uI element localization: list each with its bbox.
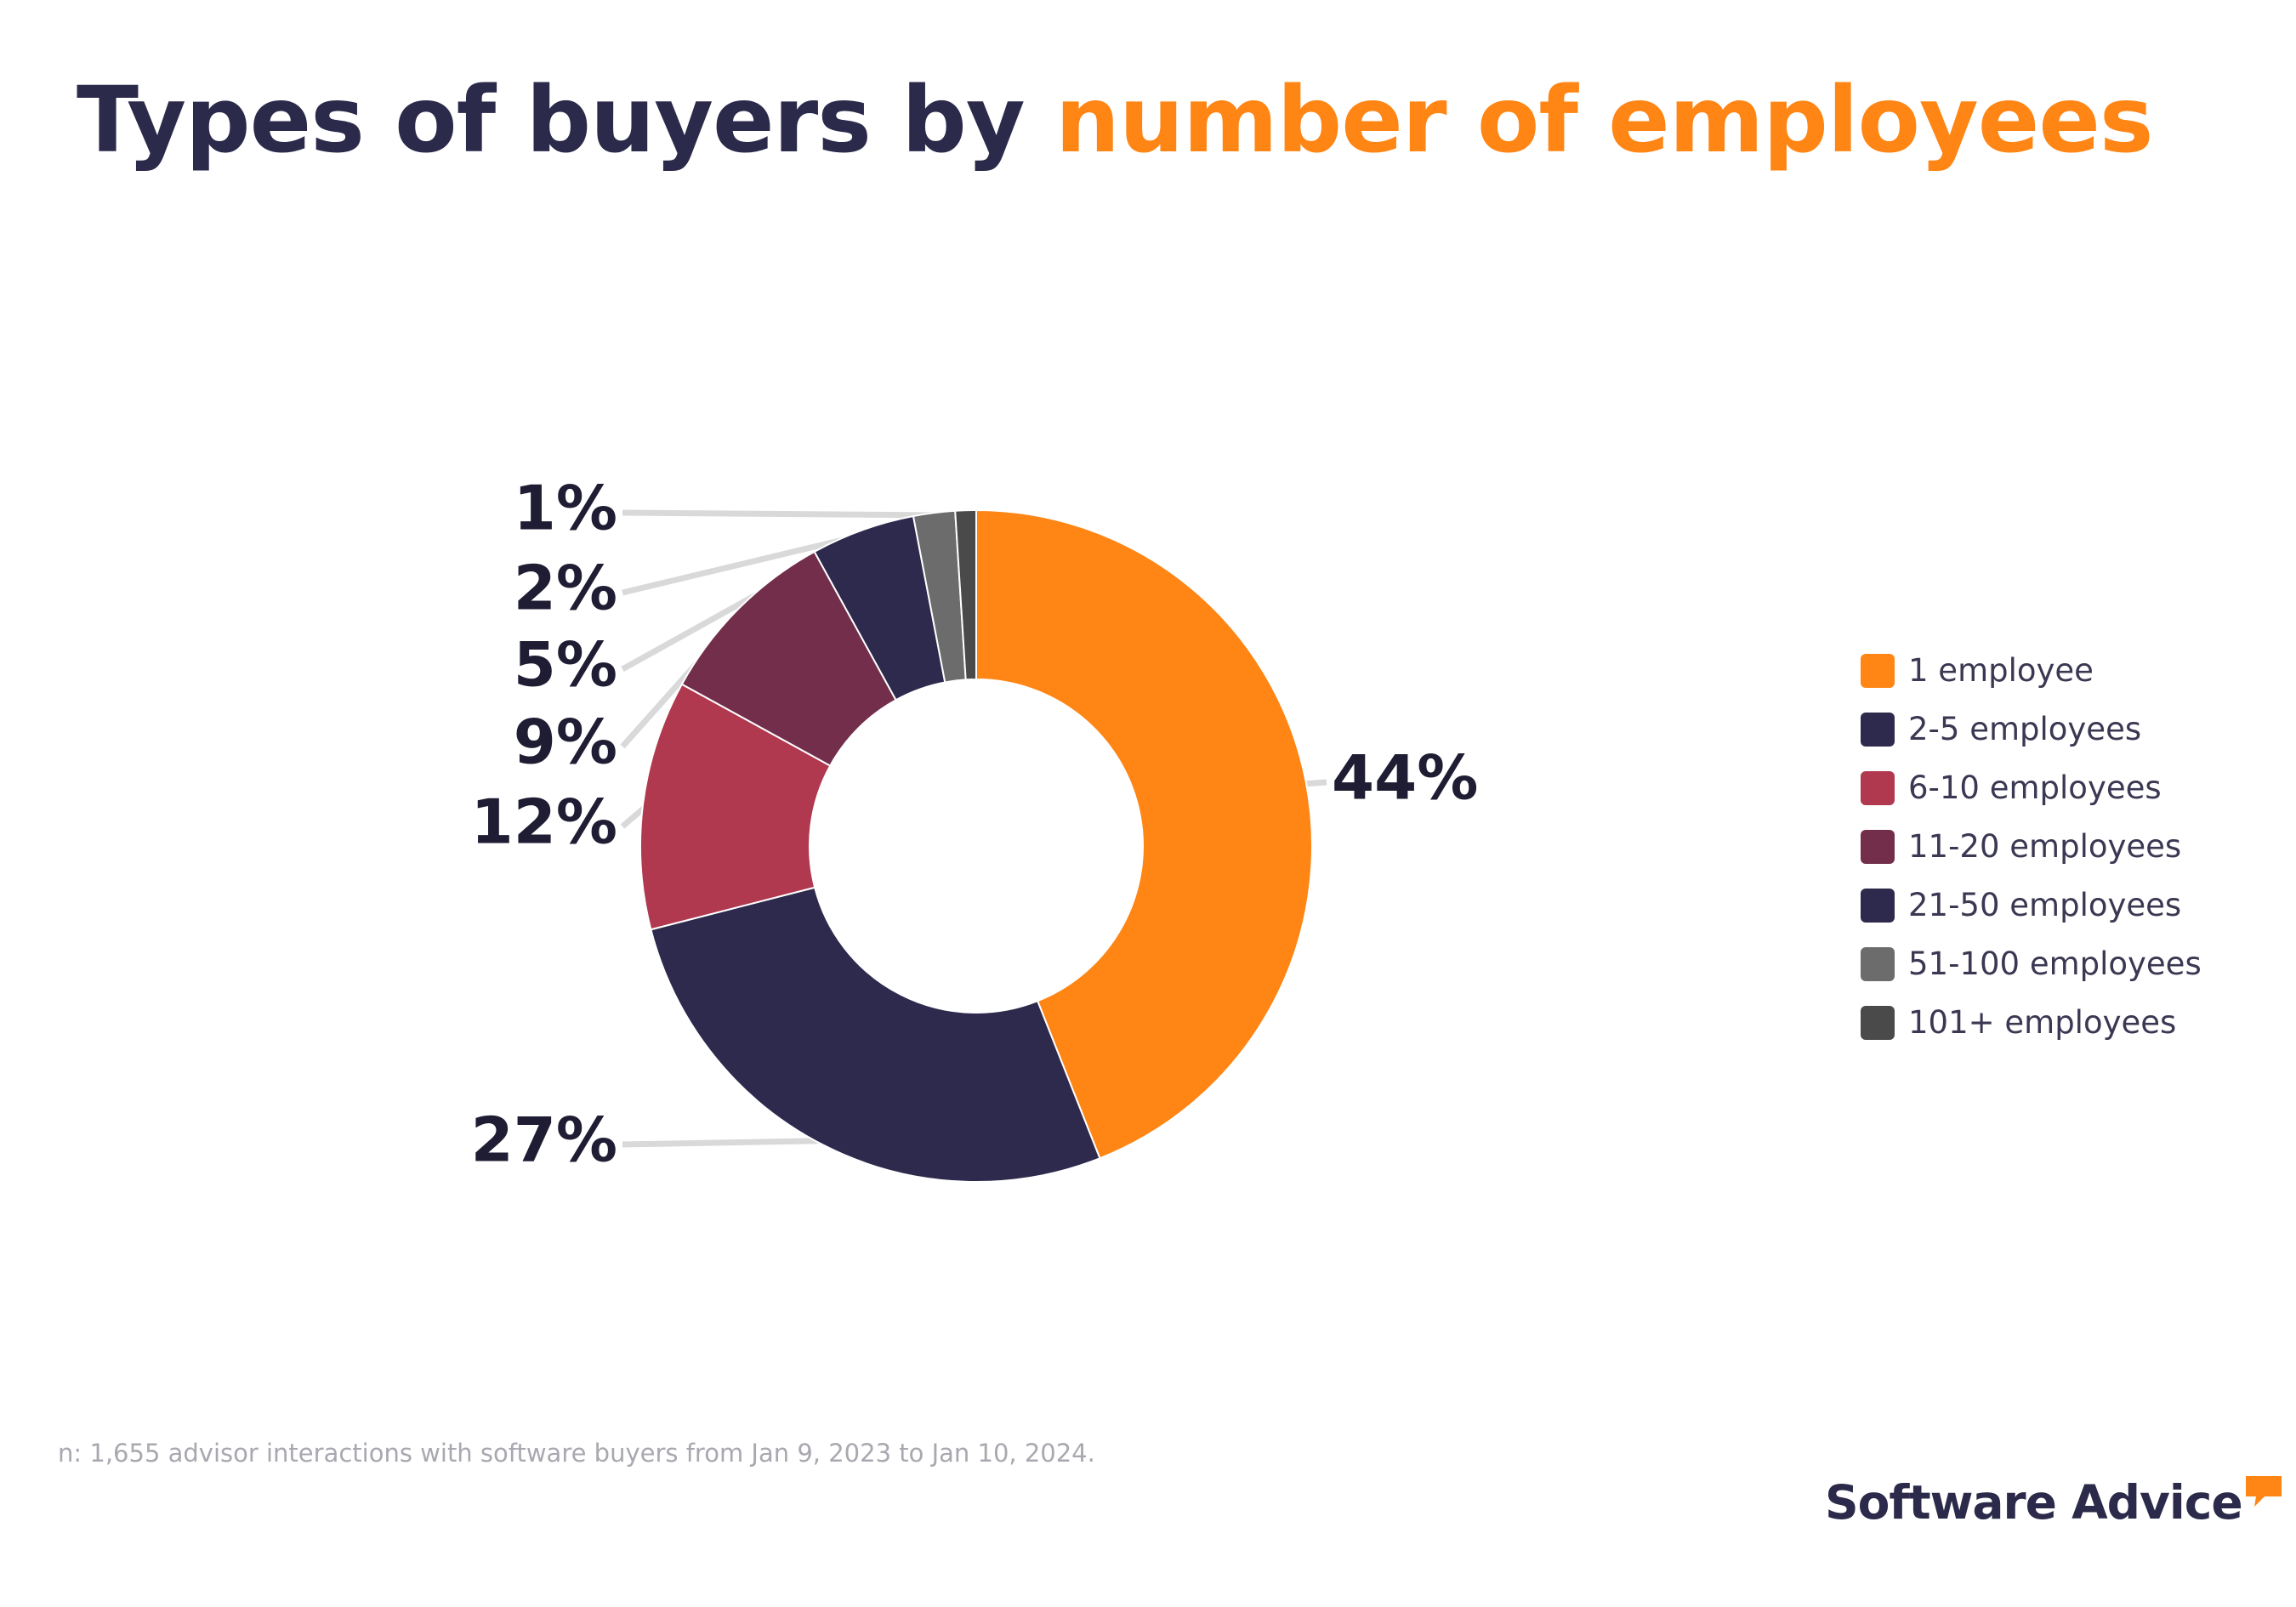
legend-label: 6-10 employees <box>1908 769 2162 806</box>
legend-label: 51-100 employees <box>1908 945 2202 982</box>
data-label: 2% <box>514 553 617 624</box>
legend-swatch-2-5-employees <box>1861 712 1895 747</box>
title-part-dark: Types of buyers by <box>77 68 1055 173</box>
legend-label: 1 employee <box>1908 652 2094 689</box>
data-label: 9% <box>514 707 617 778</box>
legend-item: 21-50 employees <box>1861 876 2202 934</box>
speech-bubble-icon <box>2245 1476 2282 1507</box>
title-part-orange: number of employees <box>1054 68 2154 173</box>
leader-line <box>622 1138 827 1148</box>
data-label: 12% <box>471 786 617 858</box>
brand-logo: Software Advice <box>1825 1475 2283 1530</box>
legend-item: 6-10 employees <box>1861 758 2202 817</box>
legend-swatch-1-employee <box>1861 653 1895 688</box>
data-labels: 44% 27% 12% 9%5%2% 1% <box>471 473 1479 1176</box>
legend-item: 51-100 employees <box>1861 934 2202 993</box>
chart-title: Types of buyers by number of employees <box>77 68 2154 173</box>
legend-item: 2-5 employees <box>1861 700 2202 758</box>
donut-slice-1-employee <box>975 508 1313 1160</box>
legend-label: 101+ employees <box>1908 1004 2177 1041</box>
legend-swatch-11-20-employees <box>1861 829 1895 864</box>
legend-swatch-101-plus-employees <box>1861 1005 1895 1040</box>
legend-item: 11-20 employees <box>1861 817 2202 876</box>
data-label: 5% <box>514 629 617 701</box>
donut-slice-101-plus-employees <box>954 508 977 681</box>
footnote: n: 1,655 advisor interactions with softw… <box>58 1439 1095 1468</box>
legend-swatch-51-100-employees <box>1861 946 1895 981</box>
legend-label: 2-5 employees <box>1908 711 2142 747</box>
legend-label: 21-50 employees <box>1908 887 2182 923</box>
data-label: 1% <box>514 473 617 544</box>
legend-swatch-21-50-employees <box>1861 888 1895 923</box>
legend-swatch-6-10-employees <box>1861 770 1895 805</box>
leader-line <box>622 509 966 519</box>
donut-slice-6-10-employees <box>639 683 832 931</box>
legend-label: 11-20 employees <box>1908 828 2182 865</box>
brand-name: Software Advice <box>1825 1475 2243 1530</box>
data-label: 27% <box>471 1104 617 1176</box>
legend: 1 employee 2-5 employees 6-10 employees … <box>1861 641 2202 1052</box>
donut-slice-2-5-employees <box>650 886 1101 1183</box>
data-label: 44% <box>1332 742 1478 814</box>
donut-slices <box>639 508 1313 1183</box>
legend-item: 1 employee <box>1861 641 2202 700</box>
legend-item: 101+ employees <box>1861 993 2202 1052</box>
